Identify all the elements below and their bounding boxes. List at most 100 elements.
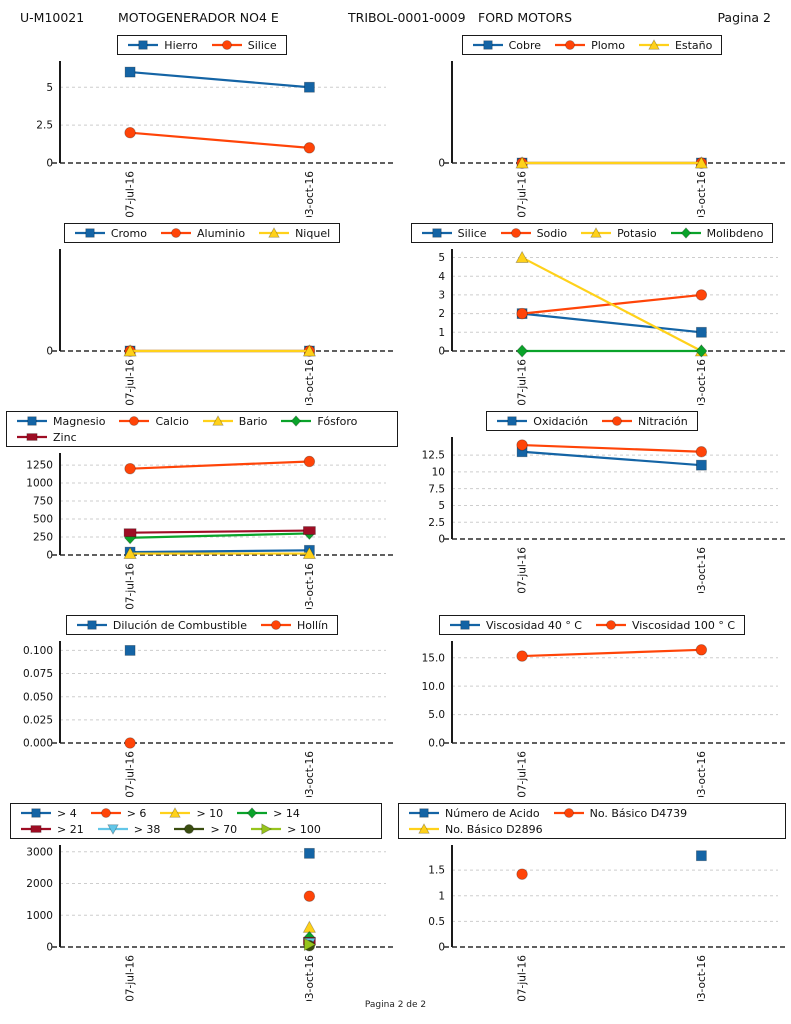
x-tick-label: 03-oct-16 [696,171,708,217]
legend-label: Silice [247,38,277,52]
series-marker [694,156,709,169]
legend-dilucion-hollin: Dilución de Combustible Hollín [65,615,339,635]
chart-canvas-conteo-particulas: 0 1000 2000 3000 07-jul-16 03-oct-16 [26,845,393,1006]
x-tick-label: 07-jul-16 [125,563,137,609]
chart-canvas-cromo-aluminio-niquel: 0 07-jul-16 03-oct-16 [46,249,393,410]
legend-item: > 14 [236,806,300,820]
chart-canvas-cobre-plomo-estano: 0 07-jul-16 03-oct-16 [438,61,785,222]
chart-canvas-silice-sodio-potasio-molibdeno: 0 1 2 3 4 5 07-jul-16 03-oct-16 [438,249,785,410]
series-marker [302,920,317,933]
y-tick-label: 2.5 [428,517,445,529]
y-tick-label: 0.050 [23,691,53,703]
legend-label: Estaño [674,38,713,52]
legend-item: > 6 [90,806,146,820]
No. Básico D2896-marker-icon [409,823,439,834]
customer-name: FORD MOTORS [478,10,573,25]
legend-label: Molibdeno [706,226,764,240]
legend-marker-glyph [606,620,616,630]
legend-marker-glyph [100,808,111,818]
legend-label: > 10 [196,806,224,820]
legend-marker-glyph [87,620,97,630]
No. Básico D4739-marker-icon [553,808,584,818]
legend-marker-glyph [565,40,575,50]
legend-marker-glyph [138,40,148,50]
legend-marker-glyph [261,823,273,835]
legend-item: Oxidación [496,414,588,428]
legend-label: Potasio [617,226,657,240]
legend-marker-glyph [419,808,429,818]
legend-item: Cromo [74,226,147,240]
legend-item: > 21 [20,822,84,836]
legend-label: Dilución de Combustible [112,618,247,632]
y-tick-label: 5 [46,82,53,94]
y-tick-label: 0 [438,158,445,170]
Molibdeno-marker-icon [670,227,701,239]
Nitración-marker-icon [602,416,633,426]
y-tick-label: 5 [438,500,445,512]
legend-label: Cobre [508,38,542,52]
x-tick-label: 07-jul-16 [517,955,529,1001]
series-marker [123,546,137,559]
legend-marker-glyph [129,416,140,426]
x-tick-label: 07-jul-16 [125,171,137,217]
legend-marker-glyph [268,227,280,238]
legend-silice-sodio-potasio-molibdeno: Silice Sodio Potasio Molibdeno [410,223,774,243]
legend-label: Hierro [164,38,198,52]
legend-item: Plomo [554,38,625,52]
x-tick-label: 07-jul-16 [125,751,137,797]
x-tick-label: 03-oct-16 [304,955,316,1001]
y-tick-label: 0.025 [23,714,53,726]
legend-item: > 4 [20,806,77,820]
legend-marker-glyph [26,433,38,441]
y-tick-label: 0 [46,158,53,170]
Zinc-marker-icon [17,433,47,441]
> 21-marker-icon [21,825,51,833]
legend-item: Fósforo [280,414,357,428]
legend-marker-glyph [221,40,232,50]
legend-label: Viscosidad 100 ° C [632,618,736,632]
series-marker [695,644,708,656]
x-tick-label: 07-jul-16 [517,171,529,217]
y-tick-label: 2.5 [36,120,53,132]
chart-canvas-magnesio-calcio-bario-fosforo-zinc: 0 250 500 750 1000 1250 07-jul-16 03-oct-16 [26,453,393,614]
Estaño-marker-icon [638,39,669,50]
Viscosidad 100 ° C-marker-icon [596,620,626,630]
Fósforo-marker-icon [281,415,312,427]
Bario-marker-icon [202,415,233,426]
y-tick-label: 1.5 [428,865,445,877]
y-tick-label: 3 [438,290,445,302]
Dilución de Combustible-marker-icon [76,620,107,630]
legend-magnesio-calcio-bario-fosforo-zinc: Magnesio Calcio Bario Fósforo Zinc [6,411,398,447]
y-tick-label: 1 [438,890,445,902]
series-marker [695,344,708,358]
legend-marker-glyph [169,807,182,818]
equipment-name: MOTOGENERADOR NO4 E [118,10,279,25]
legend-label: > 14 [273,806,300,820]
series-marker [695,850,707,862]
Número de Acido-marker-icon [409,808,439,818]
legend-item: > 10 [159,806,223,820]
series-line [130,549,310,554]
> 38-marker-icon [97,824,128,835]
y-tick-label: 0.000 [23,738,53,750]
legend-acidez-basicidad: Número de Acido No. Básico D4739 No. Básic… [398,803,786,839]
legend-marker-glyph [590,227,602,238]
series-marker [302,526,316,535]
legend-conteo-particulas: > 4 > 6 > 10 > 14 > 21 > 38 > 70 > 100 [10,803,382,839]
series-marker [516,868,528,880]
legend-oxidacion-nitracion: Oxidación Nitración [486,411,698,431]
legend-item: Viscosidad 100 ° C [595,618,735,632]
chart-acidez-basicidad: Número de Acido No. Básico D4739 No. Básic… [398,801,786,1006]
page-number: Pagina 2 [717,10,771,25]
y-tick-label: 5.0 [428,709,445,721]
y-tick-label: 10 [432,466,445,478]
legend-cobre-plomo-estano: Cobre Plomo Estaño [461,35,723,55]
series-marker [695,446,708,458]
report-header: U-M10021 MOTOGENERADOR NO4 E TRIBOL-0001… [0,10,791,32]
series-line [522,450,702,467]
legend-item: Silice [211,38,277,52]
y-tick-label: 10.0 [422,681,445,693]
series-marker [124,645,136,656]
legend-item: Hollín [260,618,328,632]
y-tick-label: 1000 [26,478,53,490]
